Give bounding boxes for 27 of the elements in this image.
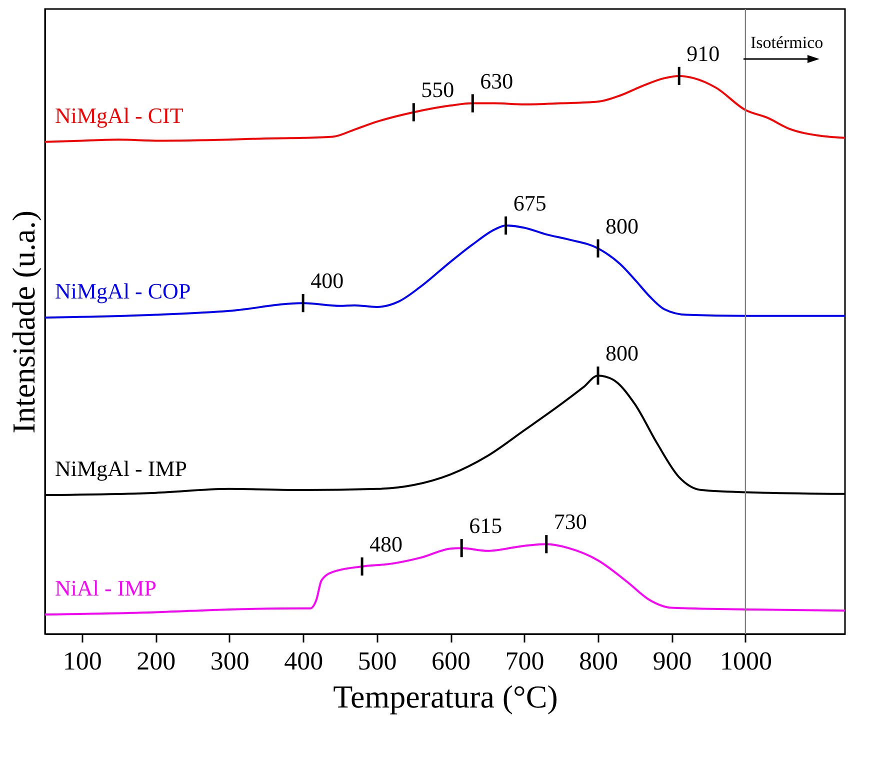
x-tick-label: 1000: [720, 646, 772, 676]
series-label: NiMgAl - COP: [55, 278, 191, 304]
annotation: 910: [686, 40, 720, 66]
annotation: 615: [469, 513, 502, 538]
ref-line-label: Isotérmico: [750, 33, 824, 52]
series-label: NiAl - IMP: [55, 575, 156, 600]
annotation: 800: [605, 340, 638, 366]
annotation: 550: [421, 77, 454, 102]
annotation: 675: [513, 190, 546, 216]
series-label: NiMgAl - CIT: [55, 102, 184, 128]
annotation: 480: [370, 531, 403, 556]
x-axis-title: Temperatura (°C): [333, 678, 558, 714]
series-label: NiMgAl - IMP: [55, 456, 188, 482]
annotation: 730: [554, 509, 587, 534]
x-tick-label: 300: [210, 646, 250, 676]
x-tick-label: 100: [62, 646, 102, 676]
annotation: 400: [310, 268, 344, 294]
x-tick-label: 600: [432, 646, 471, 676]
x-tick-label: 800: [578, 646, 618, 676]
annotation: 800: [605, 213, 638, 238]
y-axis-title: Intensidade (u.a.): [6, 210, 42, 434]
x-tick-label: 700: [505, 646, 544, 676]
x-tick-label: 400: [284, 646, 324, 676]
x-tick-label: 500: [358, 646, 397, 676]
x-tick-label: 200: [136, 646, 176, 676]
annotation: 630: [480, 68, 514, 94]
x-tick-label: 900: [652, 646, 692, 676]
